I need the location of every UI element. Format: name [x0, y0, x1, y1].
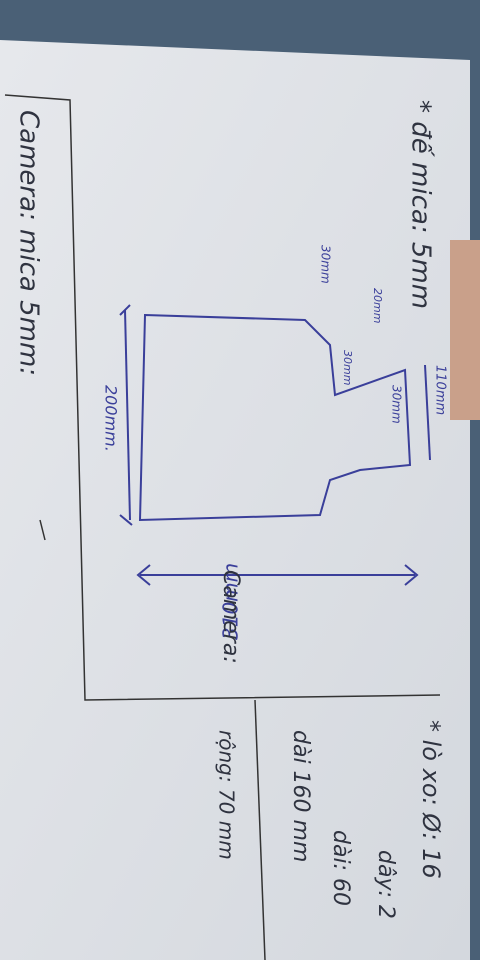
- heading: * đế mica: 5mm: [406, 100, 436, 309]
- camera-label: Camera:: [218, 570, 243, 664]
- dimension: 310mm: [219, 563, 243, 640]
- camera-length: dài 160 mm: [288, 730, 313, 862]
- paper: [0, 40, 470, 960]
- base-outline: [119, 304, 431, 586]
- ruled-lines: [4, 94, 441, 960]
- dimension: 200mm.: [102, 385, 121, 452]
- spring-length: dài: 60: [328, 830, 353, 906]
- hand: [450, 240, 480, 420]
- dimension: 30mm: [390, 385, 404, 424]
- camera-width: rộng: 70 mm: [215, 730, 239, 860]
- spring-wire: dây: 2: [373, 850, 398, 919]
- dimension: 30mm: [341, 350, 354, 385]
- dimension: 110mm: [433, 365, 448, 415]
- dimension: 30mm: [319, 245, 333, 284]
- camera-note: Camera: mica 5mm:: [14, 110, 44, 376]
- spring-label: * lò xo: Ø: 16: [417, 720, 445, 879]
- dimension: 20mm: [371, 288, 384, 323]
